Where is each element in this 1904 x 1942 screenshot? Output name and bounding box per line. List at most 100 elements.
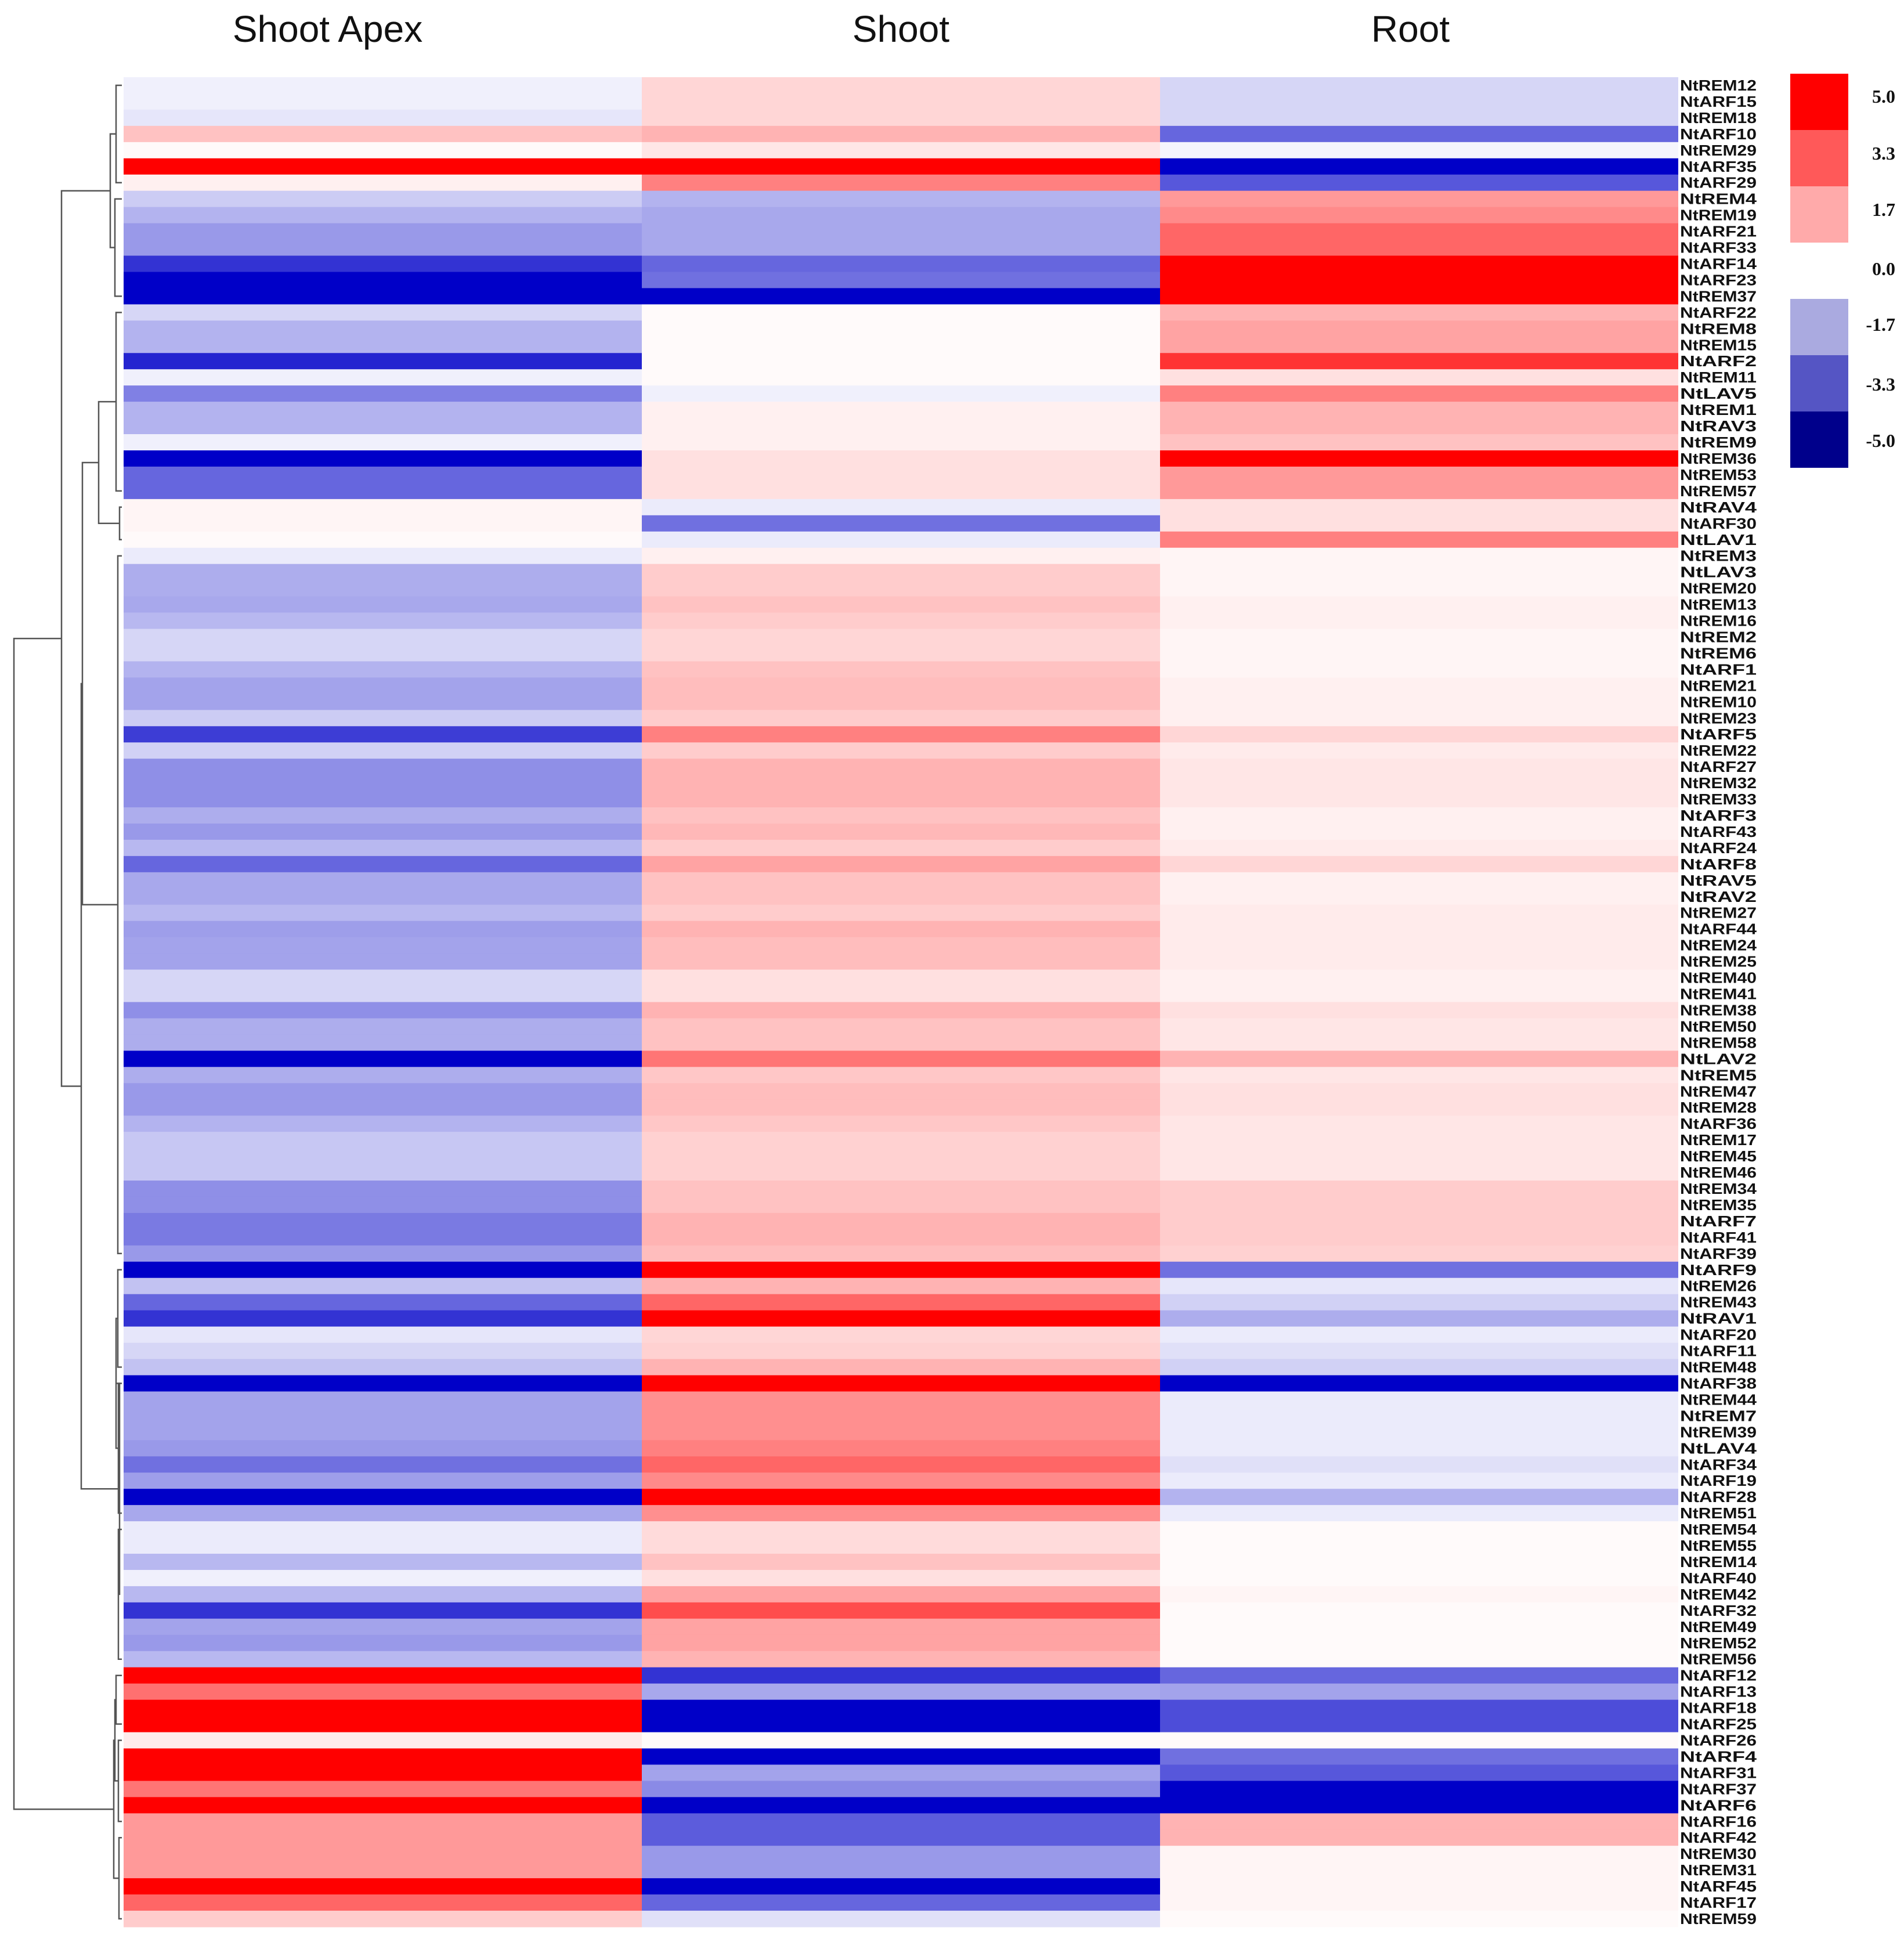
heatmap-cell [124,320,642,337]
heatmap-cell [642,482,1160,500]
heatmap-cell [124,499,642,516]
legend-swatch [1790,355,1848,411]
heatmap-cell [1160,677,1678,694]
heatmap-cell [124,223,642,240]
heatmap-cell [1160,726,1678,743]
heatmap-cell [642,1245,1160,1262]
row-label: NtREM13 [1680,596,1757,613]
row-label: NtREM48 [1680,1359,1757,1376]
heatmap-cell [642,1034,1160,1051]
heatmap-cell [1160,337,1678,353]
dendrogram-branch [118,506,122,540]
heatmap-cell [642,272,1160,289]
heatmap-cell [1160,1797,1678,1814]
heatmap-cell [124,450,642,467]
heatmap-cell [642,1002,1160,1019]
heatmap-cell [124,1569,642,1587]
dendrogram-branch [117,555,122,1255]
heatmap-cell [124,402,642,418]
heatmap-cell [642,1846,1160,1862]
heatmap-cell [124,1699,642,1717]
row-label: NtREM45 [1680,1147,1757,1165]
heatmap-cell [124,872,642,889]
heatmap-cell [1160,1164,1678,1181]
heatmap-cell [124,564,642,581]
row-label: NtREM11 [1680,369,1757,386]
heatmap-cell [124,1554,642,1571]
heatmap-cell [1160,1196,1678,1214]
heatmap-cell [124,77,642,94]
heatmap-cell [642,1489,1160,1506]
heatmap-cell [1160,255,1678,273]
row-label: NtREM32 [1680,774,1757,792]
heatmap-cell [642,1472,1160,1489]
heatmap-cell [124,694,642,710]
heatmap-cell [1160,531,1678,548]
heatmap-cell [124,856,642,873]
row-label: NtREM54 [1680,1521,1757,1538]
heatmap-cell [124,986,642,1003]
heatmap-cell [1160,661,1678,678]
heatmap-cell [642,1181,1160,1197]
heatmap-cell [124,710,642,727]
heatmap-cell [642,402,1160,418]
row-label: NtREM3 [1680,547,1757,565]
dendrogram-branch [115,84,122,183]
heatmap-cell [642,580,1160,597]
heatmap-cell [124,1651,642,1668]
heatmap-cell [124,1099,642,1116]
heatmap-cell [1160,109,1678,127]
heatmap-cell [1160,807,1678,824]
heatmap-cell [124,515,642,532]
row-label: NtARF33 [1680,239,1757,257]
heatmap-cell [124,1521,642,1538]
row-label: NtARF22 [1680,304,1757,321]
heatmap-cell [642,1878,1160,1895]
row-label: NtREM12 [1680,77,1757,94]
heatmap-cell [124,904,642,922]
heatmap-cell [1160,1440,1678,1457]
heatmap-cell [642,1521,1160,1538]
heatmap-cell [124,531,642,548]
heatmap-cell [124,921,642,938]
dendrogram-branch [60,190,110,1087]
row-label: NtREM29 [1680,142,1757,159]
heatmap-cell [642,823,1160,840]
heatmap-cell [642,839,1160,857]
heatmap-cell [642,726,1160,743]
heatmap-cell [1160,986,1678,1003]
row-label: NtREM53 [1680,466,1757,483]
row-label: NtREM30 [1680,1845,1757,1862]
heatmap-cell [642,872,1160,889]
heatmap-cell [124,466,642,483]
heatmap-cell [124,791,642,808]
row-label: NtREM16 [1680,612,1757,630]
heatmap-cell [1160,775,1678,792]
row-label: NtREM19 [1680,207,1757,224]
heatmap-cell [1160,1051,1678,1067]
heatmap-cell [124,1229,642,1246]
row-label: NtARF41 [1680,1229,1757,1246]
heatmap-cell [124,629,642,646]
heatmap-cell [1160,1667,1678,1684]
legend-tick-label: 1.7 [1872,199,1895,220]
heatmap-cell [124,1505,642,1522]
heatmap-cell [642,1813,1160,1830]
row-label: NtARF38 [1680,1374,1757,1392]
heatmap-cell [124,1667,642,1684]
row-label: NtREM23 [1680,709,1757,727]
dendrogram-branch [80,683,120,1490]
heatmap-cell [124,1261,642,1279]
row-label: NtARF8 [1680,856,1757,873]
heatmap-cell [1160,1391,1678,1409]
heatmap-cell [124,369,642,386]
color-legend: 5.0 3.3 1.7 0.0 -1.7 -3.3 -5.0 [1790,74,1895,468]
row-label: NtARF43 [1680,823,1757,840]
row-label: NtARF42 [1680,1829,1757,1846]
heatmap-cell [642,223,1160,240]
heatmap-cell [124,1862,642,1879]
heatmap-cell [124,239,642,257]
heatmap-cell [642,645,1160,662]
heatmap-cell [1160,207,1678,224]
heatmap-cell [642,353,1160,370]
